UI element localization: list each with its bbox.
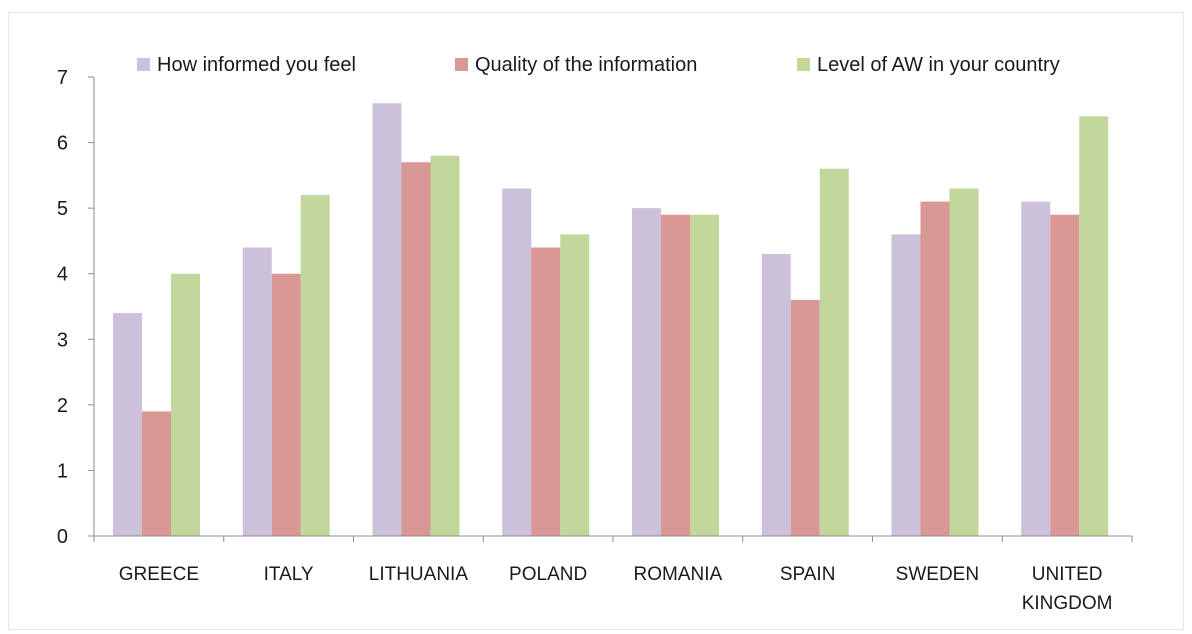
x-tick-label: LITHUANIA xyxy=(369,564,469,585)
x-tick-label: GREECE xyxy=(119,564,199,585)
bar xyxy=(372,103,402,536)
legend-swatch xyxy=(455,58,468,71)
bar xyxy=(142,411,171,536)
y-tick-label: 5 xyxy=(57,198,68,220)
bar xyxy=(1079,116,1109,536)
bar xyxy=(271,273,301,536)
bar xyxy=(920,201,950,537)
bar xyxy=(531,247,561,536)
legend-label: Quality of the information xyxy=(475,54,697,76)
x-tick-label: SPAIN xyxy=(780,564,836,585)
chart-border xyxy=(8,12,1184,630)
x-tick-label: POLAND xyxy=(509,564,587,585)
bar xyxy=(761,254,791,537)
bar xyxy=(300,195,330,536)
bar xyxy=(790,299,820,536)
bar xyxy=(401,162,431,536)
bar xyxy=(891,234,921,536)
x-tick-label: KINGDOM xyxy=(1022,593,1113,614)
legend-label: How informed you feel xyxy=(157,54,356,76)
x-tick-label: ROMANIA xyxy=(634,564,723,585)
y-tick-label: 0 xyxy=(57,526,68,548)
x-tick-label: SWEDEN xyxy=(896,564,979,585)
x-tick-label: ITALY xyxy=(264,564,314,585)
y-tick-label: 7 xyxy=(57,67,68,89)
y-tick-label: 1 xyxy=(57,460,68,482)
bar xyxy=(1021,201,1051,537)
bar xyxy=(819,168,849,537)
legend-label: Level of AW in your country xyxy=(817,54,1060,76)
bar xyxy=(949,188,979,536)
legend-swatch xyxy=(137,58,150,71)
y-tick-label: 4 xyxy=(57,264,68,286)
bar xyxy=(430,155,460,536)
bar xyxy=(560,234,590,536)
bars xyxy=(113,103,1109,537)
bar xyxy=(661,214,690,536)
y-tick-label: 3 xyxy=(57,329,68,351)
bar xyxy=(1050,214,1080,536)
bar xyxy=(171,273,200,536)
legend-swatch xyxy=(797,58,810,71)
bar xyxy=(502,188,532,536)
y-tick-label: 6 xyxy=(57,133,68,155)
bar xyxy=(690,214,719,536)
bar xyxy=(113,313,142,536)
legend: How informed you feel Quality of the info… xyxy=(137,54,1060,76)
y-tick-label: 2 xyxy=(57,395,68,417)
bar xyxy=(242,247,272,536)
y-axis: 0 1 2 3 4 5 6 7 xyxy=(57,67,95,548)
bar xyxy=(632,208,661,536)
x-tick-label: UNITED xyxy=(1032,564,1103,585)
x-axis: GREECE ITALY LITHUANIA POLAND ROMANIA SPAIN SW… xyxy=(93,535,1133,614)
